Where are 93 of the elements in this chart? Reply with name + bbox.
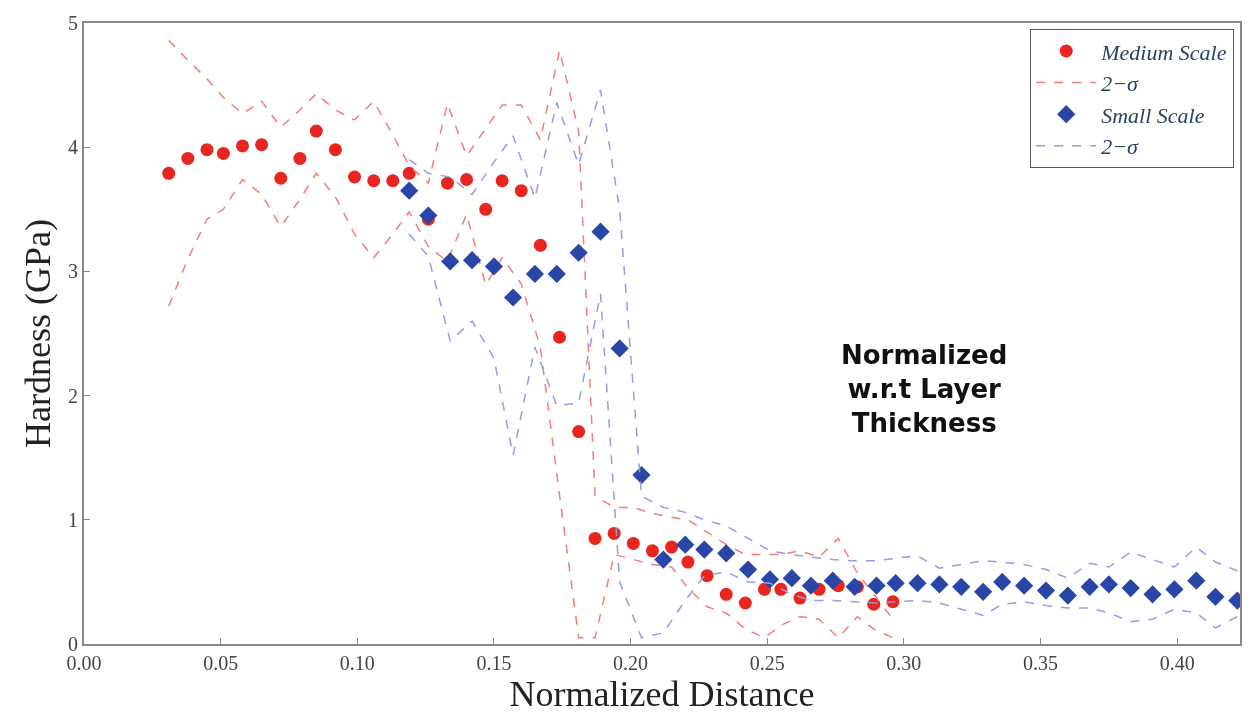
point	[569, 243, 588, 262]
point	[386, 174, 400, 188]
point	[845, 577, 864, 596]
y-axis-title: Hardness (GPa)	[18, 219, 59, 448]
point	[328, 143, 342, 157]
point	[514, 184, 528, 198]
point	[1187, 571, 1206, 590]
point	[162, 166, 176, 180]
point	[274, 171, 288, 185]
x-tick-label: 0.10	[339, 652, 375, 674]
point	[993, 572, 1012, 591]
point	[700, 569, 714, 583]
y-tick-label: 3	[68, 260, 78, 283]
point	[1121, 579, 1140, 598]
point	[402, 166, 416, 180]
point	[645, 544, 659, 558]
point	[1165, 580, 1184, 599]
legend-label: 2−σ	[1101, 71, 1140, 97]
point	[738, 560, 758, 579]
point	[1080, 577, 1099, 596]
point	[533, 238, 547, 252]
point	[610, 339, 629, 358]
y-tick-label: 0	[68, 633, 78, 655]
point	[681, 555, 695, 569]
point	[553, 330, 567, 344]
point	[1143, 585, 1162, 604]
point	[572, 425, 586, 439]
point	[547, 264, 566, 283]
point	[676, 535, 695, 554]
annotation: Normalized w.r.t Layer Thickness	[841, 340, 1008, 438]
point	[908, 574, 927, 593]
x-tick-label: 0.00	[66, 652, 102, 674]
point	[293, 151, 307, 165]
point	[626, 536, 640, 550]
point	[181, 151, 195, 165]
point	[974, 582, 993, 601]
point	[823, 571, 842, 590]
point	[348, 170, 362, 184]
point	[236, 139, 250, 153]
point	[462, 251, 482, 270]
x-tick-label: 0.30	[886, 652, 922, 674]
x-tick-label: 0.20	[613, 652, 649, 674]
x-tick-label: 0.35	[1023, 652, 1058, 674]
point	[200, 143, 214, 157]
point	[1099, 575, 1118, 594]
point	[419, 206, 438, 225]
x-tick-label: 0.05	[203, 652, 239, 674]
point	[588, 531, 602, 545]
point	[717, 544, 736, 563]
point	[632, 465, 651, 485]
point	[216, 146, 230, 160]
point	[495, 174, 509, 188]
point	[367, 174, 381, 188]
point	[695, 540, 714, 559]
point	[400, 181, 419, 200]
point	[738, 596, 752, 610]
line-series	[408, 89, 1239, 579]
legend-label: 2−σ	[1101, 134, 1140, 160]
point	[441, 252, 460, 271]
point	[1206, 587, 1225, 606]
y-tick-label: 5	[68, 12, 78, 34]
legend-label: Small Scale	[1101, 102, 1205, 128]
legend-label: Medium Scale	[1100, 39, 1227, 65]
x-tick-label: 0.25	[749, 652, 785, 674]
point	[1036, 581, 1056, 600]
point	[484, 257, 504, 276]
point	[309, 124, 323, 138]
x-tick-label: 0.40	[1159, 652, 1195, 674]
point	[479, 202, 493, 216]
y-tick-label: 1	[68, 508, 78, 531]
x-tick-label: 0.15	[476, 652, 512, 674]
y-tick-label: 2	[68, 384, 78, 407]
point	[774, 582, 788, 596]
point	[867, 576, 886, 595]
point	[1058, 586, 1077, 605]
point	[930, 575, 949, 594]
point	[782, 569, 801, 588]
x-axis-title: Normalized Distance	[509, 674, 815, 714]
y-tick-label: 4	[68, 136, 78, 159]
point	[460, 172, 474, 186]
point	[591, 222, 610, 241]
point	[440, 176, 454, 190]
point	[719, 587, 733, 601]
line-series	[408, 233, 1239, 639]
point	[1015, 576, 1034, 595]
point	[952, 577, 971, 596]
point	[801, 576, 821, 595]
point	[255, 138, 269, 152]
point	[525, 264, 545, 283]
point	[665, 540, 679, 554]
point	[503, 288, 523, 307]
point	[654, 550, 673, 569]
point	[886, 574, 905, 593]
